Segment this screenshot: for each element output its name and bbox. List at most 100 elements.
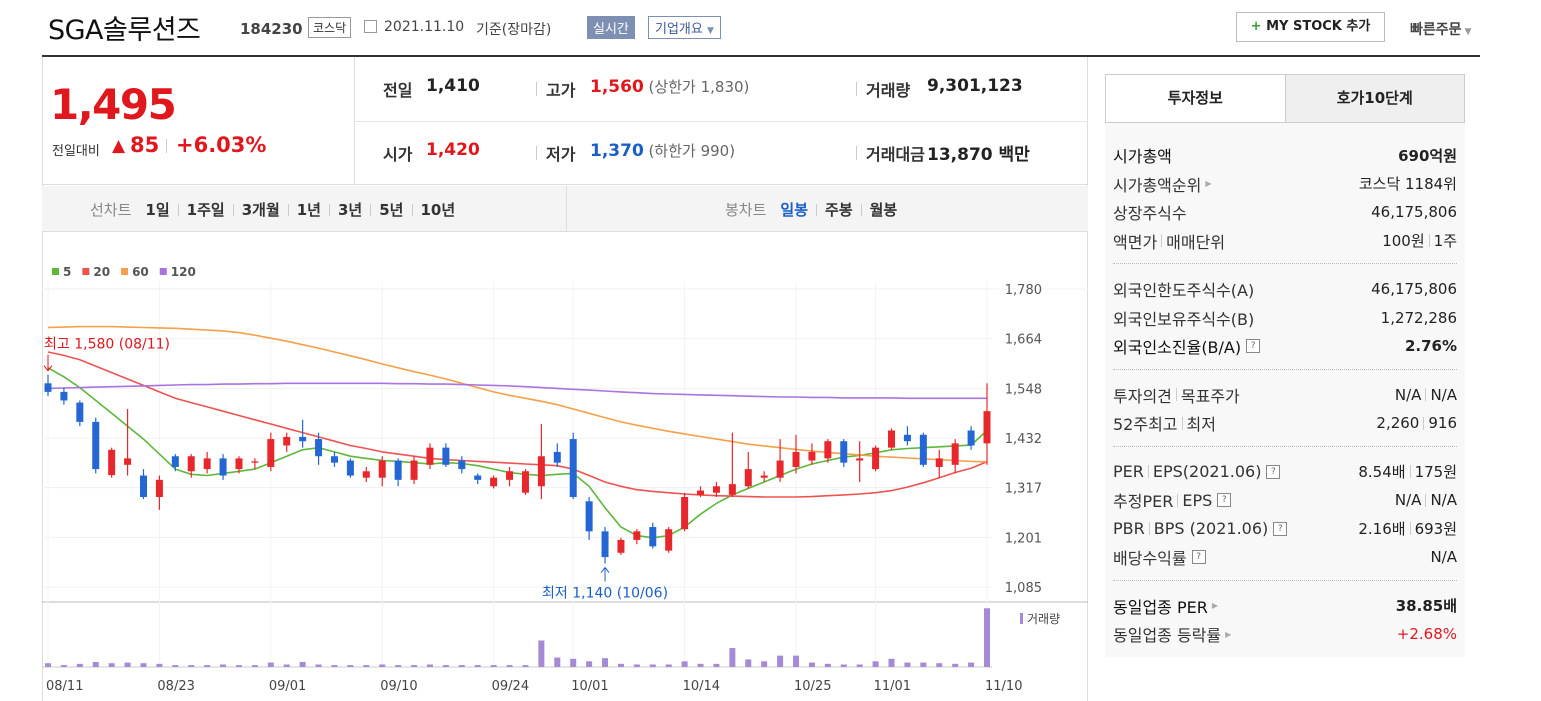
help-icon[interactable]: ? bbox=[1266, 464, 1281, 479]
period-tab[interactable]: 1년 bbox=[296, 201, 321, 219]
help-icon[interactable]: ? bbox=[1273, 521, 1288, 536]
info-label: 액면가 매매단위 bbox=[1113, 229, 1225, 253]
candle-body bbox=[155, 479, 163, 498]
volume-bar bbox=[554, 657, 561, 667]
legend-swatch bbox=[82, 268, 90, 275]
volume-legend-swatch bbox=[1020, 613, 1023, 624]
help-icon[interactable]: ? bbox=[1246, 339, 1261, 354]
stock-chart: 1,780 1,664 1,548 1,432 1,317 1,201 1,085 08/11… bbox=[42, 265, 1088, 694]
volume-bar bbox=[363, 665, 370, 667]
info-label: 추정PER EPS? bbox=[1113, 488, 1232, 512]
limit-value: 990 bbox=[700, 142, 730, 160]
volume-bar bbox=[204, 665, 211, 667]
candle-body bbox=[983, 411, 991, 444]
panel-tab[interactable]: 호가10단계 bbox=[1284, 75, 1464, 122]
period-tab[interactable]: 10년 bbox=[420, 201, 456, 219]
panel-tab[interactable]: 투자정보 bbox=[1106, 75, 1285, 122]
value-part: 175원 bbox=[1414, 463, 1457, 482]
mystock-button[interactable]: + MY STOCK 추가 bbox=[1236, 12, 1385, 42]
x-tick-label: 09/24 bbox=[492, 679, 529, 694]
label-part: 외국인한도주식수(A) bbox=[1113, 281, 1255, 301]
period-tab[interactable]: 주봉 bbox=[825, 201, 853, 219]
separator bbox=[287, 203, 289, 216]
volume-bar bbox=[808, 662, 815, 667]
value-part: N/A bbox=[1394, 491, 1422, 510]
label-part: 상장주식수 bbox=[1113, 204, 1187, 224]
candle-body bbox=[442, 447, 450, 465]
candle-body bbox=[840, 441, 848, 463]
info-label: 외국인소진율(B/A)? bbox=[1113, 334, 1261, 358]
dropdown-arrow: ▼ bbox=[706, 26, 714, 36]
info-value: N/A N/A bbox=[1395, 386, 1457, 404]
value-part: N/A bbox=[1430, 491, 1457, 510]
summary-label: 저가 bbox=[546, 145, 576, 164]
volume-bar bbox=[267, 662, 274, 667]
header-rule bbox=[42, 55, 1480, 57]
value-part: N/A bbox=[1430, 548, 1457, 567]
candle-body bbox=[426, 447, 434, 465]
volume-bar bbox=[45, 663, 51, 667]
volume-bar bbox=[108, 663, 115, 667]
volume-bar bbox=[777, 655, 784, 667]
volume-bar bbox=[411, 665, 418, 667]
period-tab[interactable]: 일봉 bbox=[780, 201, 809, 219]
info-row: 투자의견 목표주가 N/A N/A bbox=[1113, 381, 1457, 410]
info-label: 동일업종 PER ▶ bbox=[1113, 594, 1218, 618]
info-label: 시가총액순위 ▶ bbox=[1113, 172, 1211, 196]
label-part: 추정PER bbox=[1113, 492, 1174, 512]
separator bbox=[536, 82, 537, 96]
chart-tabs: 선차트 1일 1주일 3개월 1년 3년 5년 10년 봉차트 일봉 주봉 월봉 bbox=[42, 186, 1088, 232]
volume-bar bbox=[761, 661, 768, 667]
candle-body bbox=[330, 456, 338, 463]
separator bbox=[232, 203, 234, 216]
realtime-button[interactable]: 실시간 bbox=[587, 16, 635, 39]
x-tick-label: 10/14 bbox=[683, 679, 720, 694]
candle-body bbox=[888, 430, 896, 448]
period-tab[interactable]: 1일 bbox=[145, 201, 170, 219]
volume-bar bbox=[156, 663, 163, 667]
period-tab[interactable]: 1주일 bbox=[186, 201, 225, 219]
info-value: 46,175,806 bbox=[1371, 280, 1457, 298]
value-part: 2,260 bbox=[1376, 414, 1420, 433]
value-part: 코스닥 1184위 bbox=[1358, 175, 1457, 194]
info-group: PER EPS(2021.06)? 8.54배 175원 추정PER EPS? N/A N/A… bbox=[1113, 447, 1457, 581]
label-part: BPS (2021.06) bbox=[1153, 519, 1269, 539]
info-row: 동일업종 등락률 ▶ +2.68% bbox=[1113, 620, 1457, 649]
candle-body bbox=[458, 460, 466, 470]
candle-body bbox=[681, 497, 689, 530]
volume-bar bbox=[713, 663, 720, 667]
candle-body bbox=[728, 484, 736, 495]
summary-label: 고가 bbox=[546, 81, 576, 100]
volume-bar bbox=[490, 665, 497, 667]
volume-bar bbox=[840, 664, 847, 667]
candle-body bbox=[139, 475, 147, 498]
company-dropdown[interactable]: 기업개요 ▼ bbox=[648, 16, 721, 39]
candle-body bbox=[872, 447, 880, 470]
candle-body bbox=[537, 456, 545, 487]
up-triangle: ▲ bbox=[112, 136, 126, 156]
label-part: 투자의견 bbox=[1113, 386, 1172, 406]
volume-bar bbox=[442, 665, 449, 667]
volume-bar bbox=[299, 661, 306, 667]
separator bbox=[1148, 522, 1150, 536]
quick-order[interactable]: 빠른주문 ▼ bbox=[1410, 19, 1472, 39]
help-icon[interactable]: ? bbox=[1217, 493, 1232, 508]
separator bbox=[816, 203, 818, 216]
period-tab[interactable]: 3개월 bbox=[241, 201, 280, 219]
info-value: 코스닥 1184위 bbox=[1359, 173, 1457, 194]
info-row: PER EPS(2021.06)? 8.54배 175원 bbox=[1113, 458, 1457, 487]
volume-bar bbox=[952, 663, 959, 667]
arrow-icon: ▶ bbox=[1211, 601, 1218, 611]
period-tab[interactable]: 월봉 bbox=[869, 201, 898, 219]
volume-bar bbox=[920, 662, 927, 667]
help-icon[interactable]: ? bbox=[1191, 550, 1206, 565]
candle-body bbox=[267, 439, 275, 467]
low-annotation: 최저 1,140 (10/06) bbox=[542, 586, 668, 602]
value-part: 2.16배 bbox=[1358, 520, 1406, 539]
period-tab[interactable]: 3년 bbox=[338, 201, 363, 219]
info-row: PBR BPS (2021.06)? 2.16배 693원 bbox=[1113, 515, 1457, 544]
candle-body bbox=[697, 490, 705, 495]
candle-body bbox=[919, 434, 927, 465]
period-tab[interactable]: 5년 bbox=[379, 201, 404, 219]
volume-bar bbox=[984, 608, 990, 667]
